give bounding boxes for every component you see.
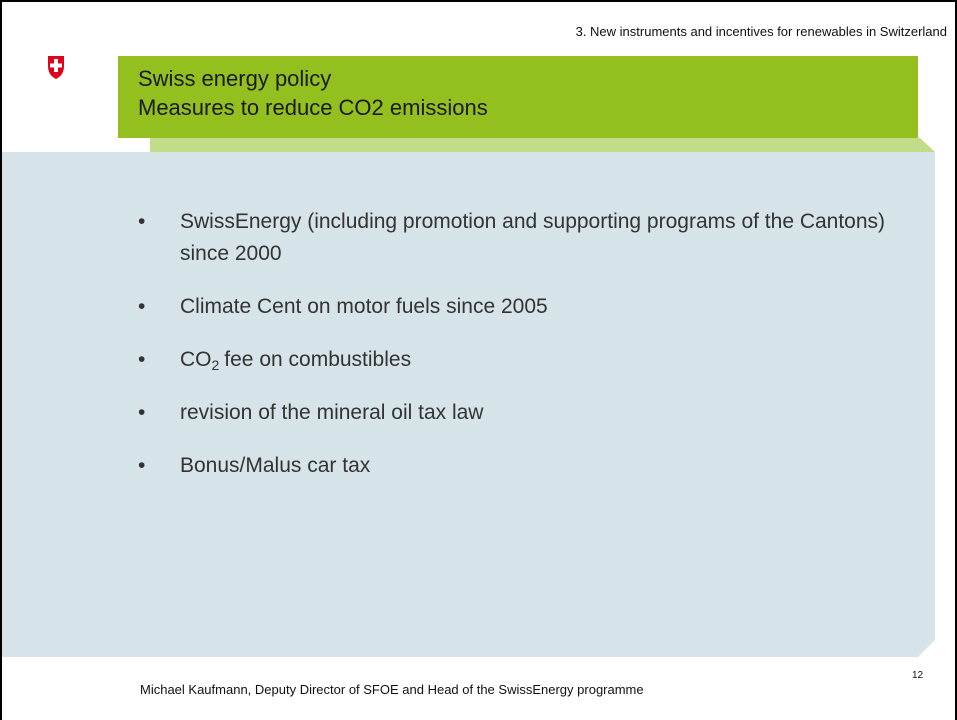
bullet-text: fee on combustibles [224,348,412,371]
swiss-logo [48,56,64,79]
title-line: Swiss energy policy [138,66,332,91]
subscript: 2 [211,357,220,373]
bullet-item: Bonus/Malus car tax [138,450,898,482]
slide-title: Swiss energy policy Measures to reduce C… [138,64,488,122]
bullet-item: revision of the mineral oil tax law [138,397,898,429]
footer-author: Michael Kaufmann, Deputy Director of SFO… [140,682,644,697]
section-label: 3. New instruments and incentives for re… [575,24,947,39]
title-line: Measures to reduce CO2 emissions [138,95,488,120]
header-stripe [150,138,935,152]
header-bar [118,56,918,138]
bullet-list: SwissEnergy (including promotion and sup… [138,206,898,503]
page-number: 12 [912,670,924,681]
bullet-text: CO [180,348,212,371]
bullet-item: Climate Cent on motor fuels since 2005 [138,291,898,323]
bullet-item: SwissEnergy (including promotion and sup… [138,206,898,270]
